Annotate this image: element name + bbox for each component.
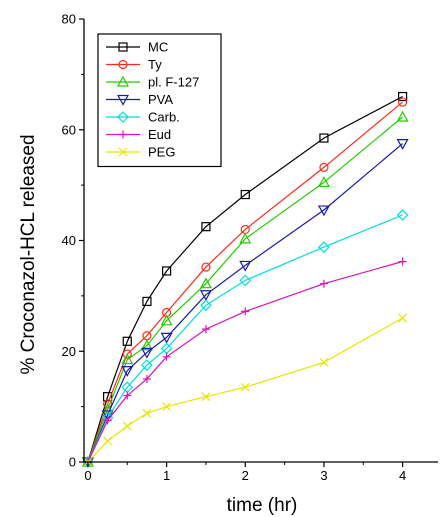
data-point-peg — [122, 421, 132, 431]
x-tick-label: 3 — [320, 468, 327, 483]
series-line-mc — [87, 95, 403, 463]
data-point-ty — [201, 262, 211, 272]
data-point-eud — [162, 352, 171, 361]
legend-label: Eud — [148, 127, 171, 142]
x-tick-label: 1 — [163, 468, 170, 483]
x-tick-label: 0 — [84, 468, 91, 483]
data-point-eud — [103, 416, 112, 425]
legend-entry-pva: PVA — [106, 92, 173, 107]
legend-marker — [118, 42, 128, 52]
data-point-eud — [201, 325, 210, 334]
data-point-pl-f-127 — [121, 353, 134, 365]
legend-entry-ty: Ty — [106, 57, 162, 72]
data-point-pva — [121, 366, 134, 377]
series-line-eud — [87, 260, 403, 463]
data-point-ty — [122, 349, 132, 359]
series-layer — [81, 91, 409, 469]
data-point-pl-f-127 — [140, 339, 153, 351]
legend-marker — [116, 75, 130, 87]
legend-entry-mc: MC — [106, 40, 168, 55]
data-point-pl-f-127 — [160, 314, 173, 326]
data-point-eud — [142, 374, 151, 383]
data-point-carb — [318, 241, 330, 253]
data-point-mc — [240, 189, 250, 200]
x-tick-label: 4 — [399, 468, 406, 483]
legend-marker — [119, 130, 127, 139]
legend-label: Ty — [148, 57, 162, 72]
x-axis-title: time (hr) — [227, 495, 298, 516]
data-point-peg — [103, 436, 113, 446]
legend-entry-pl-f-127: pl. F-127 — [106, 75, 199, 90]
legend-marker — [116, 94, 130, 106]
data-point-carb — [396, 209, 409, 221]
y-tick-label: 40 — [62, 233, 76, 248]
y-tick-label: 20 — [62, 344, 76, 359]
legend-marker — [118, 59, 128, 70]
data-point-pl-f-127 — [199, 277, 212, 289]
data-point-carb — [141, 359, 153, 371]
data-point-eud — [241, 307, 250, 316]
legend-label: PEG — [148, 145, 175, 160]
data-point-peg — [142, 408, 152, 418]
data-point-mc — [201, 222, 211, 232]
data-point-mc — [142, 296, 152, 307]
data-point-mc — [162, 266, 172, 276]
data-point-mc — [319, 133, 329, 143]
y-tick-label: 60 — [62, 122, 76, 137]
legend-entry-peg: PEG — [106, 145, 175, 160]
legend-label: MC — [148, 40, 168, 55]
series-line-pva — [87, 143, 403, 463]
data-point-eud — [398, 257, 407, 266]
data-point-pva — [140, 347, 153, 359]
data-point-peg — [398, 313, 408, 323]
data-point-peg — [240, 382, 250, 392]
legend-marker — [118, 147, 128, 157]
legend-entry-carb: Carb. — [106, 110, 180, 125]
data-point-carb — [200, 299, 212, 312]
data-point-pva — [239, 260, 252, 272]
data-point-peg — [201, 392, 211, 402]
legend-label: Carb. — [148, 110, 180, 125]
data-point-carb — [239, 274, 252, 287]
series-line-peg — [87, 317, 403, 463]
y-tick-label: 0 — [69, 455, 76, 470]
x-tick-label: 2 — [242, 468, 249, 483]
series-line-carb — [87, 214, 403, 463]
data-point-pl-f-127 — [396, 110, 409, 122]
data-point-pva — [160, 332, 173, 344]
data-point-peg — [162, 402, 172, 412]
legend: MC Ty pl. F-127 PVA Carb. Eud PEG — [97, 33, 222, 168]
data-point-eud — [319, 279, 328, 288]
data-point-mc — [398, 91, 408, 102]
data-point-ty — [319, 162, 329, 173]
data-point-pl-f-127 — [317, 176, 330, 187]
data-point-pva — [396, 138, 409, 150]
legend-marker — [117, 111, 129, 123]
legend-label: PVA — [148, 92, 173, 107]
data-point-mc — [102, 392, 113, 402]
y-axis-title: % Croconazol-HCL released — [18, 134, 39, 374]
legend-box — [97, 33, 222, 168]
series-line-ty — [87, 101, 403, 463]
data-point-pva — [199, 290, 212, 302]
series-peg — [83, 313, 408, 467]
data-point-peg — [319, 357, 329, 367]
data-point-mc — [122, 336, 132, 346]
y-tick-label: 80 — [62, 12, 76, 27]
data-point-pl-f-127 — [239, 232, 252, 244]
series-mc — [83, 91, 408, 467]
series-eud — [83, 257, 407, 466]
data-point-ty — [398, 97, 408, 107]
data-point-eud — [123, 391, 132, 400]
series-line-pl-f-127 — [87, 116, 403, 463]
legend-label: pl. F-127 — [148, 75, 199, 90]
series-pva — [81, 138, 409, 469]
legend-entry-eud: Eud — [106, 127, 171, 142]
data-point-pva — [317, 205, 330, 217]
